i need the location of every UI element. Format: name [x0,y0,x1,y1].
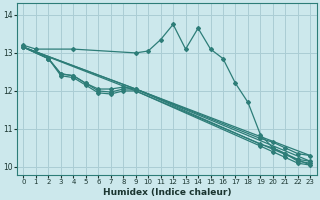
X-axis label: Humidex (Indice chaleur): Humidex (Indice chaleur) [103,188,231,197]
